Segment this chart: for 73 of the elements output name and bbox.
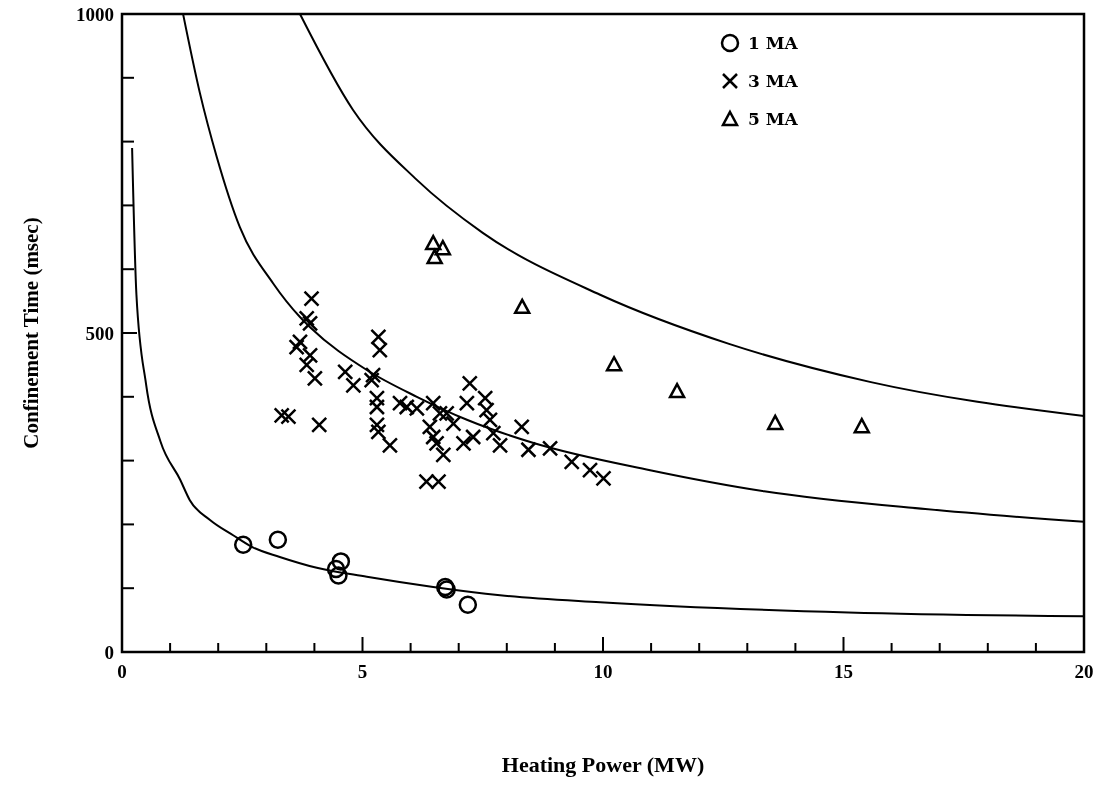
legend-label: 1 MA [748,32,799,53]
point [563,453,580,471]
x-tick-label: 20 [1074,661,1094,682]
point [370,423,387,441]
x-axis-title: Heating Power (MW) [501,752,705,777]
point [345,377,362,394]
point [513,418,530,436]
x-tick-label: 0 [117,661,127,682]
point [280,408,297,425]
point [370,328,387,346]
point [424,234,442,251]
point [428,435,445,452]
point [363,371,380,389]
point [273,407,290,424]
point [481,411,499,429]
point [766,414,784,431]
y-tick-label: 1000 [76,3,114,25]
point [668,382,686,399]
y-tick-label: 0 [104,641,114,663]
point [298,310,315,327]
point [368,398,386,416]
x-tick-label: 10 [593,661,613,682]
point [233,535,253,555]
legend-label: 3 MA [748,70,799,91]
point [364,366,382,384]
point [478,401,495,419]
point [435,446,452,464]
point [455,435,472,452]
point [368,389,386,407]
point [381,437,399,454]
point [464,428,482,446]
point [424,428,442,446]
point [301,315,319,332]
point [298,356,315,374]
point [581,461,599,479]
y-tick-label: 500 [85,322,114,344]
point [424,394,442,412]
point [329,566,348,585]
point [331,552,351,571]
point [541,440,559,457]
x-tick-label: 5 [357,661,368,682]
point [476,389,494,407]
point [445,415,462,432]
point [438,405,455,422]
point [371,341,389,359]
x-tick-label: 15 [834,661,853,682]
y-axis-title: Confinement Time (msec) [19,217,43,449]
point [336,363,354,381]
point [485,424,502,442]
point [513,298,531,315]
point [391,394,409,412]
point [301,347,319,364]
point [434,239,452,256]
point [605,356,623,372]
point [491,437,509,454]
point [310,416,328,434]
point [458,394,476,412]
point [520,441,537,458]
point [368,416,386,434]
point [426,248,443,265]
point [595,470,612,487]
point [291,333,309,351]
point [461,375,479,392]
legend-label: 5 MA [748,108,799,129]
point [303,290,320,307]
point [458,595,478,615]
point [853,417,871,434]
point [431,405,449,422]
point [421,418,439,436]
point [268,530,288,549]
point [306,370,324,387]
point [326,559,346,579]
point [288,338,305,356]
